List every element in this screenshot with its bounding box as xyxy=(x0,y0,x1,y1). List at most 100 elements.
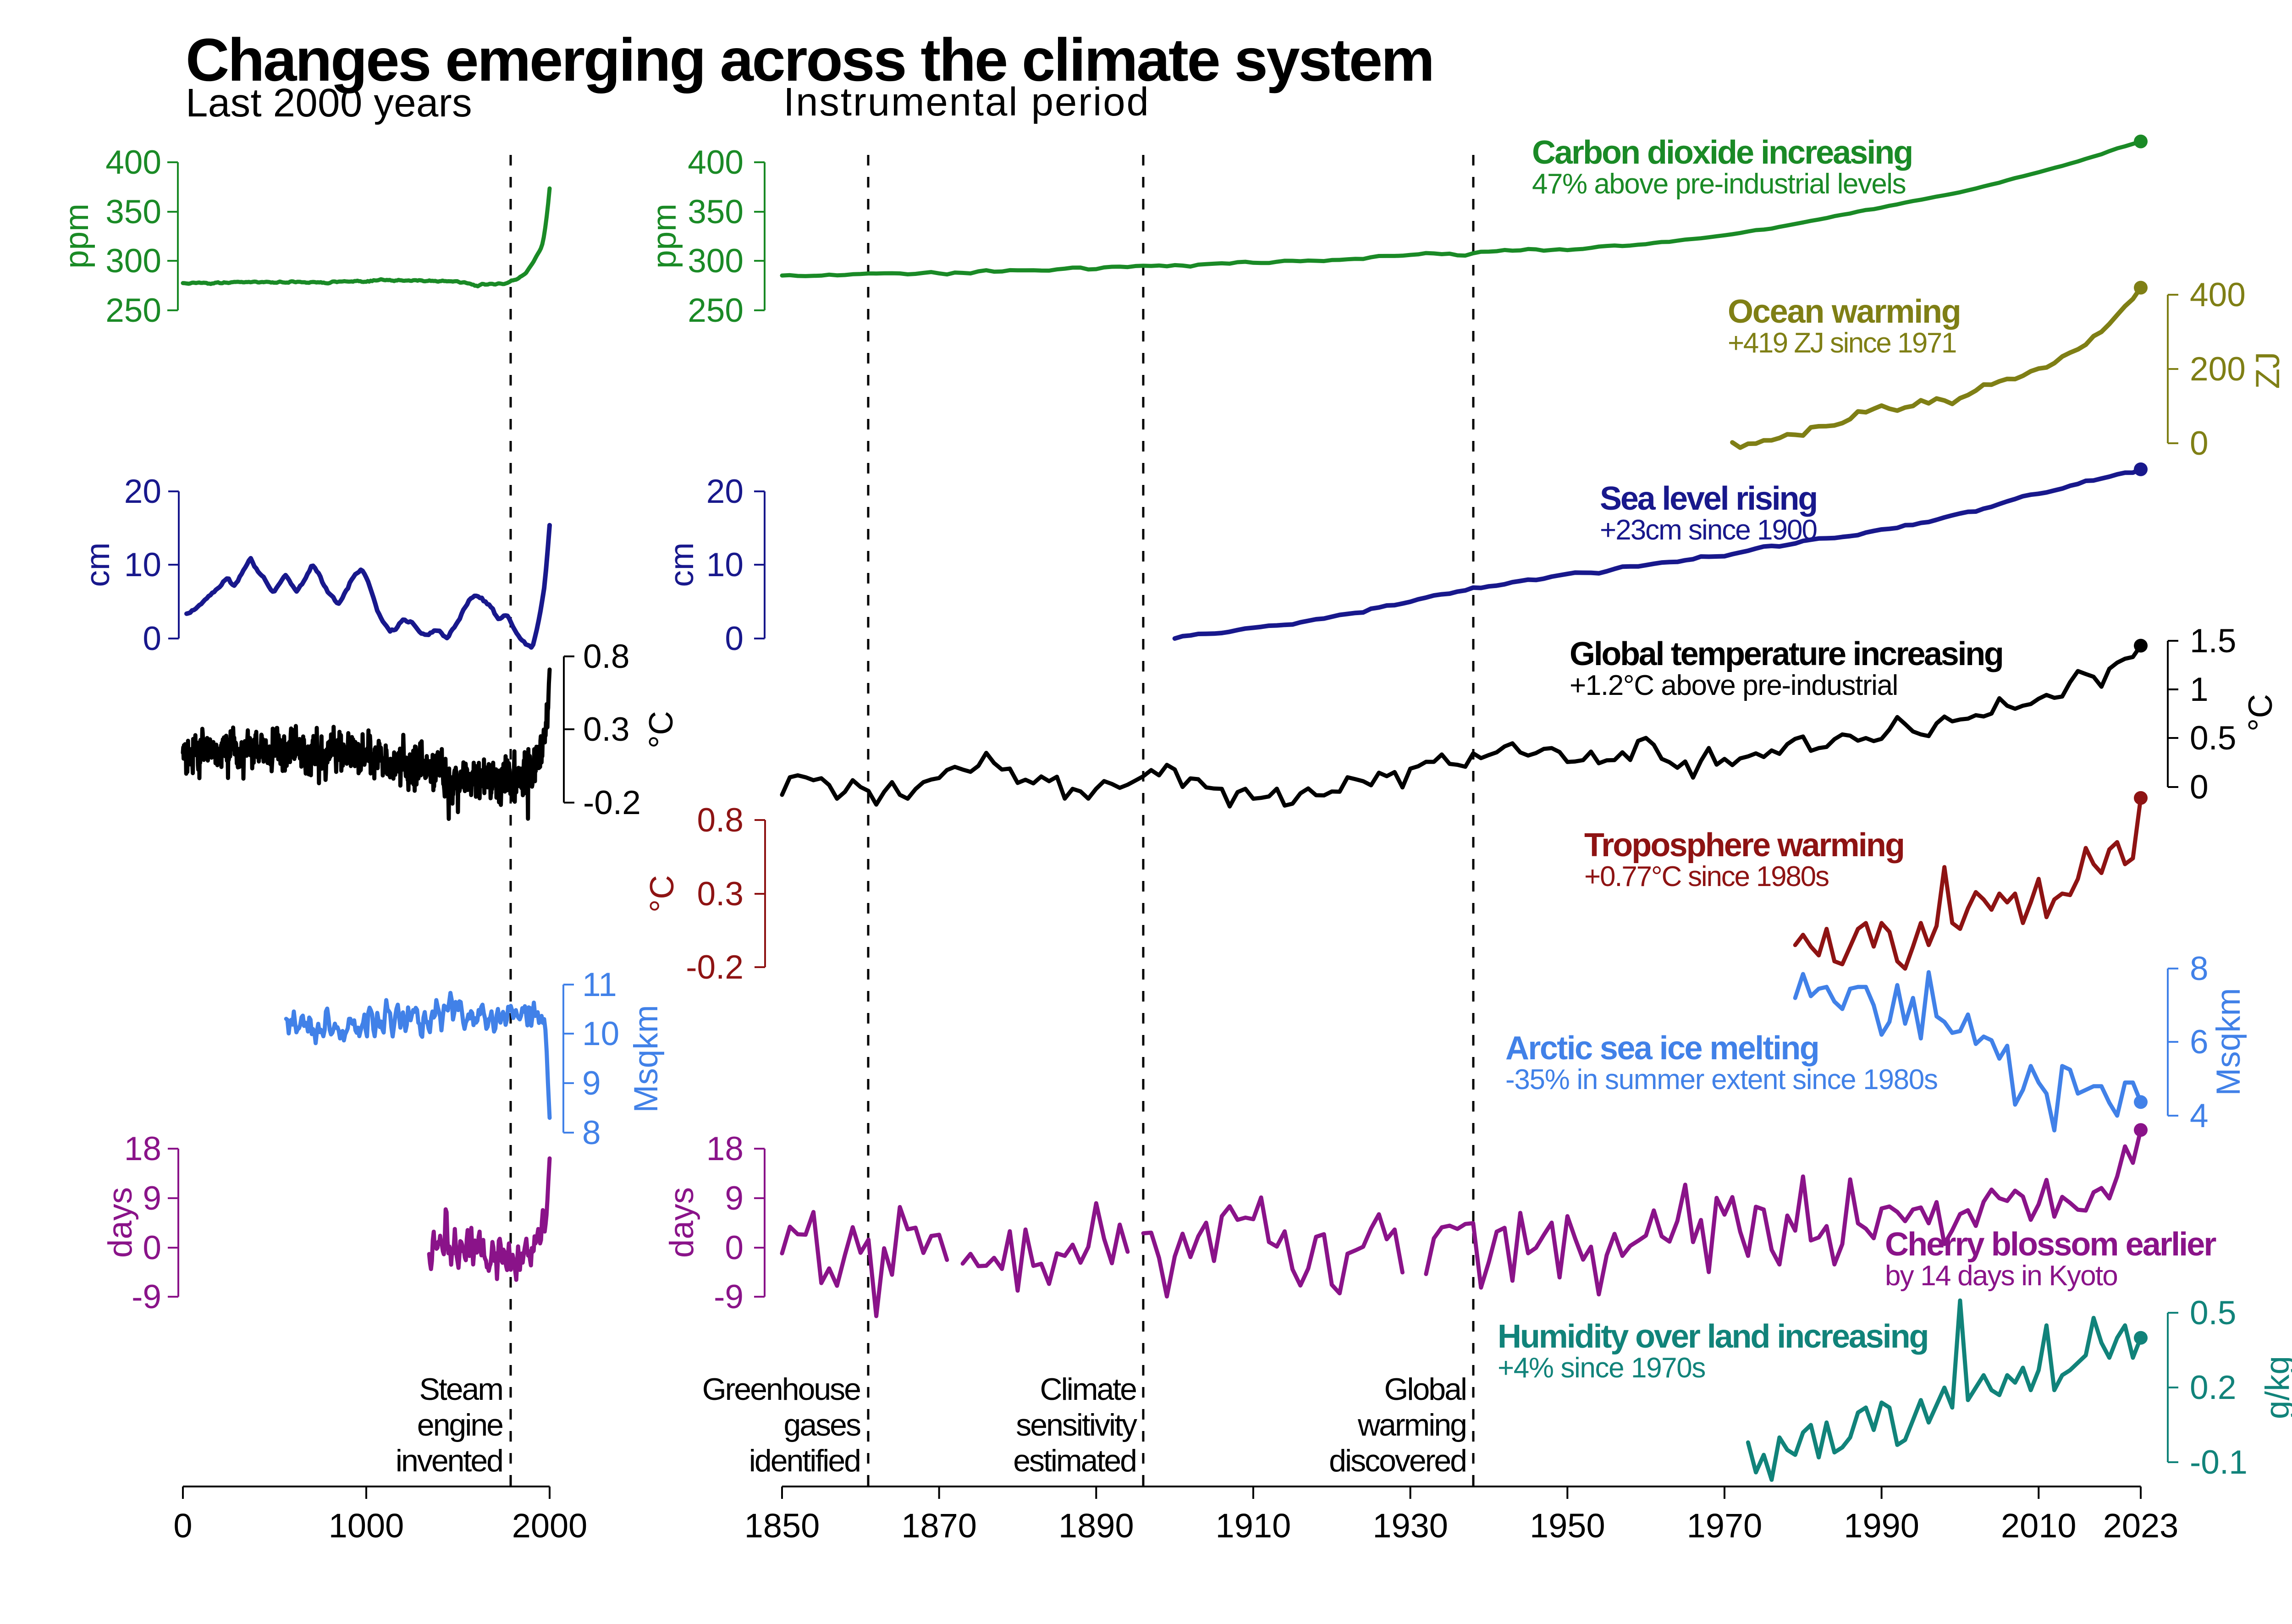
svg-text:invented: invented xyxy=(396,1443,502,1478)
svg-text:1870: 1870 xyxy=(901,1507,977,1545)
svg-text:Msqkm: Msqkm xyxy=(628,1005,665,1112)
svg-text:-0.2: -0.2 xyxy=(686,949,744,986)
svg-text:0: 0 xyxy=(173,1507,192,1545)
svg-text:250: 250 xyxy=(688,292,744,329)
svg-text:2023: 2023 xyxy=(2103,1507,2179,1545)
svg-text:ppm: ppm xyxy=(58,204,95,269)
svg-text:300: 300 xyxy=(688,242,744,280)
svg-text:Greenhouse: Greenhouse xyxy=(702,1372,860,1407)
svg-text:+1.2°C above pre-industrial: +1.2°C above pre-industrial xyxy=(1570,670,1898,701)
svg-text:0.3: 0.3 xyxy=(697,875,744,913)
svg-text:0.3: 0.3 xyxy=(583,711,629,748)
svg-text:estimated: estimated xyxy=(1013,1443,1136,1478)
svg-text:9: 9 xyxy=(582,1065,601,1102)
svg-text:2010: 2010 xyxy=(2001,1507,2077,1545)
svg-text:gases: gases xyxy=(784,1408,860,1442)
svg-text:cm: cm xyxy=(79,542,116,587)
svg-text:+0.77°C since 1980s: +0.77°C since 1980s xyxy=(1584,861,1829,892)
svg-text:Changes emerging across the cl: Changes emerging across the climate syst… xyxy=(186,26,1433,94)
svg-text:Arctic sea ice melting: Arctic sea ice melting xyxy=(1505,1030,1818,1067)
svg-text:Cherry blossom earlier: Cherry blossom earlier xyxy=(1885,1226,2216,1263)
svg-text:300: 300 xyxy=(105,242,161,280)
svg-text:1890: 1890 xyxy=(1058,1507,1134,1545)
svg-text:10: 10 xyxy=(706,546,744,584)
svg-text:11: 11 xyxy=(582,966,617,1003)
svg-text:Humidity over land increasing: Humidity over land increasing xyxy=(1498,1318,1928,1355)
svg-text:days: days xyxy=(102,1187,139,1258)
svg-text:4: 4 xyxy=(2190,1097,2209,1134)
svg-text:cm: cm xyxy=(663,542,700,587)
svg-text:-9: -9 xyxy=(714,1278,744,1316)
svg-text:400: 400 xyxy=(2190,276,2246,314)
svg-text:250: 250 xyxy=(105,292,161,329)
svg-text:0.2: 0.2 xyxy=(2190,1369,2236,1406)
svg-text:0: 0 xyxy=(2190,425,2209,462)
svg-text:+419 ZJ since 1971: +419 ZJ since 1971 xyxy=(1728,327,1956,359)
svg-text:0: 0 xyxy=(143,1229,161,1266)
svg-text:0: 0 xyxy=(143,620,161,657)
svg-text:Last 2000 years: Last 2000 years xyxy=(186,81,472,125)
svg-text:350: 350 xyxy=(688,193,744,231)
svg-text:-35% in summer extent since 19: -35% in summer extent since 1980s xyxy=(1505,1064,1938,1096)
svg-text:+23cm since 1900: +23cm since 1900 xyxy=(1600,514,1817,546)
svg-text:20: 20 xyxy=(124,473,161,510)
svg-text:Steam: Steam xyxy=(419,1372,502,1407)
svg-text:engine: engine xyxy=(417,1408,502,1442)
svg-text:1970: 1970 xyxy=(1687,1507,1763,1545)
svg-text:Climate: Climate xyxy=(1040,1372,1136,1407)
svg-text:1.5: 1.5 xyxy=(2190,622,2236,660)
svg-text:10: 10 xyxy=(582,1015,619,1052)
svg-text:ZJ: ZJ xyxy=(2249,352,2286,389)
svg-text:0.5: 0.5 xyxy=(2190,720,2236,757)
svg-text:Ocean warming: Ocean warming xyxy=(1728,293,1961,330)
svg-text:0: 0 xyxy=(2190,769,2209,806)
svg-text:200: 200 xyxy=(2190,351,2246,388)
svg-text:1: 1 xyxy=(2190,671,2209,708)
svg-text:Troposphere warming: Troposphere warming xyxy=(1584,827,1904,864)
svg-text:0.5: 0.5 xyxy=(2190,1294,2236,1332)
svg-text:0: 0 xyxy=(725,1229,744,1266)
svg-text:20: 20 xyxy=(706,473,744,510)
svg-text:sensitivity: sensitivity xyxy=(1016,1408,1137,1442)
svg-text:8: 8 xyxy=(582,1114,601,1151)
svg-text:ppm: ppm xyxy=(646,204,683,269)
svg-text:Sea level rising: Sea level rising xyxy=(1600,480,1817,517)
svg-text:Instrumental period: Instrumental period xyxy=(783,80,1150,124)
svg-text:°C: °C xyxy=(2242,694,2279,732)
svg-text:by 14 days in Kyoto: by 14 days in Kyoto xyxy=(1885,1260,2117,1292)
svg-text:1930: 1930 xyxy=(1372,1507,1448,1545)
svg-text:1910: 1910 xyxy=(1216,1507,1291,1545)
svg-text:9: 9 xyxy=(143,1180,161,1217)
svg-text:Msqkm: Msqkm xyxy=(2210,988,2247,1096)
svg-text:°C: °C xyxy=(644,875,681,913)
svg-text:2000: 2000 xyxy=(512,1507,588,1545)
svg-text:-0.2: -0.2 xyxy=(583,784,641,821)
svg-text:Global temperature increasing: Global temperature increasing xyxy=(1570,636,2003,672)
svg-text:6: 6 xyxy=(2190,1024,2209,1061)
svg-text:0.8: 0.8 xyxy=(583,638,629,675)
svg-text:0.8: 0.8 xyxy=(697,802,744,839)
svg-text:Global: Global xyxy=(1384,1372,1466,1407)
svg-text:1000: 1000 xyxy=(329,1507,404,1545)
svg-text:0: 0 xyxy=(725,620,744,657)
svg-text:Carbon dioxide increasing: Carbon dioxide increasing xyxy=(1532,134,1912,171)
svg-text:10: 10 xyxy=(124,546,161,584)
svg-text:350: 350 xyxy=(105,193,161,231)
svg-text:1990: 1990 xyxy=(1844,1507,1919,1545)
svg-text:47% above pre-industrial level: 47% above pre-industrial levels xyxy=(1532,168,1906,200)
svg-text:-0.1: -0.1 xyxy=(2190,1444,2248,1481)
svg-text:g/kg: g/kg xyxy=(2259,1356,2292,1419)
svg-text:+4% since 1970s: +4% since 1970s xyxy=(1498,1352,1705,1384)
svg-text:18: 18 xyxy=(124,1130,161,1167)
svg-text:18: 18 xyxy=(706,1130,744,1167)
svg-text:1850: 1850 xyxy=(744,1507,820,1545)
svg-text:9: 9 xyxy=(725,1180,744,1217)
svg-text:8: 8 xyxy=(2190,950,2209,987)
svg-text:°C: °C xyxy=(643,711,680,749)
svg-text:1950: 1950 xyxy=(1530,1507,1605,1545)
svg-text:400: 400 xyxy=(105,144,161,181)
svg-text:discovered: discovered xyxy=(1329,1443,1466,1478)
svg-text:400: 400 xyxy=(688,144,744,181)
svg-text:warming: warming xyxy=(1357,1408,1466,1442)
svg-text:days: days xyxy=(663,1187,700,1258)
